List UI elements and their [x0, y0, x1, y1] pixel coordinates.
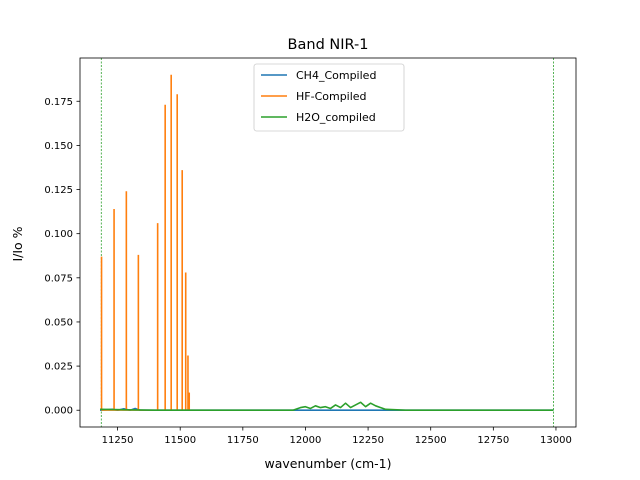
y-tick-label: 0.050: [44, 317, 73, 328]
x-axis-label: wavenumber (cm-1): [265, 456, 392, 471]
axes: 11250 11500 11750 12000 12250 12500 12750 13000…: [44, 57, 577, 446]
x-tick-label: 12750: [477, 435, 509, 446]
legend-label: H2O_compiled: [296, 111, 376, 124]
x-tick-label: 11500: [164, 435, 196, 446]
x-tick-label: 11250: [102, 435, 134, 446]
series-H2O_compiled: [100, 401, 554, 412]
y-tick-label: 0.025: [44, 362, 73, 373]
legend-label: HF-Compiled: [296, 90, 367, 103]
x-tick-label: 13000: [540, 435, 572, 446]
legend-box: [253, 63, 405, 132]
y-tick-label: 0.000: [44, 406, 73, 417]
y-tick-label: 0.175: [44, 97, 73, 108]
axes-frame: [79, 57, 577, 428]
x-tick-label: 12000: [290, 435, 322, 446]
x-tick-label: 11750: [227, 435, 259, 446]
y-axis-label: I/Io %: [10, 226, 25, 261]
chart-title: Band NIR-1: [288, 37, 369, 53]
x-tick-label: 12500: [415, 435, 447, 446]
legend: CH4_Compiled HF-Compiled H2O_compiled: [253, 63, 405, 132]
legend-label: CH4_Compiled: [296, 69, 376, 82]
y-tick-label: 0.100: [44, 229, 73, 240]
y-tick-label: 0.125: [44, 185, 73, 196]
series-line-2: [100, 401, 554, 412]
plot-area: [99, 58, 554, 427]
y-tick-label: 0.150: [44, 141, 73, 152]
x-tick-label: 12250: [352, 435, 384, 446]
y-tick-label: 0.075: [44, 273, 73, 284]
